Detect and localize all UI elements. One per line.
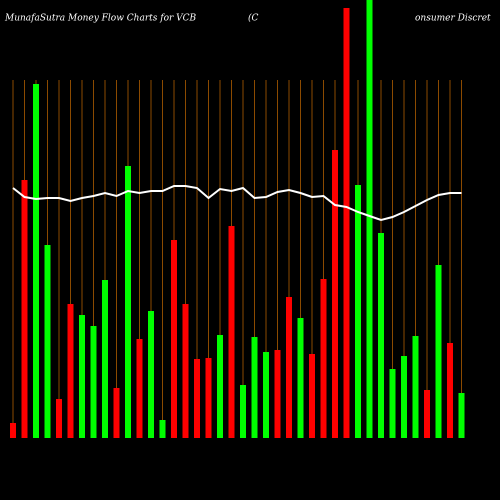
bar [217, 335, 223, 438]
bar [355, 185, 361, 438]
bar [113, 388, 120, 438]
bar [67, 304, 74, 438]
bar [125, 166, 131, 438]
bar [159, 420, 166, 438]
bar [240, 385, 246, 438]
bar [320, 279, 327, 438]
bar [274, 350, 281, 438]
bar [309, 354, 315, 438]
bar [194, 359, 200, 438]
bar [412, 336, 419, 438]
bar [435, 265, 442, 438]
bar [10, 423, 16, 438]
bar [136, 339, 143, 438]
bar [102, 280, 108, 438]
bar [424, 390, 430, 438]
bar [447, 343, 453, 438]
bar [251, 337, 258, 438]
bar [205, 358, 212, 438]
bar [343, 8, 350, 438]
bar [44, 245, 51, 438]
bar [378, 233, 384, 438]
bar [182, 304, 189, 438]
bar [79, 315, 85, 438]
chart-title: onsumer Discret [415, 14, 491, 24]
bar [90, 326, 97, 438]
bar [332, 150, 338, 438]
bar [286, 297, 292, 438]
bar [33, 84, 39, 438]
money-flow-line [12, 185, 462, 222]
bar [366, 0, 373, 438]
bar [263, 352, 269, 438]
chart-title: (C [248, 13, 259, 24]
bar [401, 356, 407, 438]
bar [389, 369, 396, 438]
bar [148, 311, 154, 438]
chart-title: MunafaSutra Money Flow Charts for VCB [4, 14, 197, 24]
bar [458, 393, 465, 438]
bar [171, 240, 177, 438]
bar [297, 318, 304, 438]
bar [56, 399, 62, 438]
bar [228, 226, 235, 438]
bar [21, 180, 28, 438]
